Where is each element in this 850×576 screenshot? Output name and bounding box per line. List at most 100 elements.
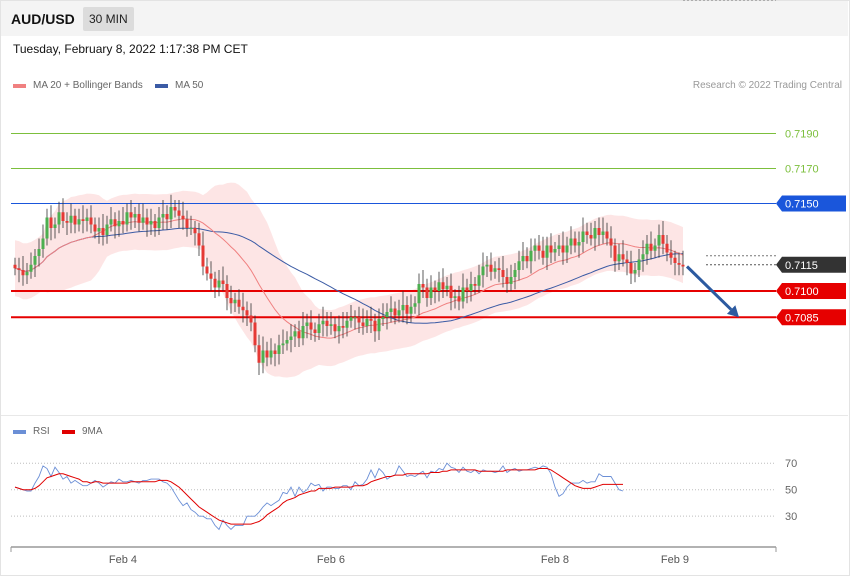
- candle: [649, 231, 653, 260]
- level-tag-bg: [776, 256, 846, 273]
- candle-body: [41, 238, 45, 249]
- candle-body: [549, 245, 553, 253]
- candle: [369, 306, 373, 333]
- candle: [425, 278, 429, 307]
- rsi-panel: 70 50 30: [11, 0, 797, 531]
- candle-body: [69, 215, 73, 223]
- credit-label: Research © 2022 Trading Central: [692, 80, 842, 91]
- candle: [681, 250, 685, 276]
- candle: [21, 256, 25, 286]
- candle: [513, 263, 517, 290]
- level-tag-0.7085: 0.7085: [776, 309, 846, 326]
- candle: [125, 203, 129, 232]
- candle-body: [65, 221, 69, 223]
- candle-body: [277, 345, 281, 354]
- candle: [85, 208, 89, 232]
- candle-body: [93, 224, 97, 232]
- candle: [445, 277, 449, 297]
- candle: [565, 236, 569, 263]
- candle: [37, 238, 41, 267]
- candle: [201, 231, 205, 276]
- rsi-line: [14, 462, 624, 531]
- candle-body: [13, 264, 17, 269]
- candle: [137, 203, 141, 232]
- candle-body: [337, 326, 341, 332]
- candle: [253, 315, 257, 353]
- candle: [673, 250, 677, 276]
- candle: [357, 306, 361, 333]
- candle-body: [253, 322, 257, 346]
- candle-body: [545, 245, 549, 258]
- candle-body: [617, 254, 621, 262]
- candle: [117, 210, 121, 237]
- candle: [129, 200, 133, 230]
- candle-body: [57, 212, 61, 225]
- candle-body: [61, 212, 65, 221]
- candle: [557, 235, 561, 256]
- candle-body: [209, 273, 213, 279]
- candle-body: [101, 228, 105, 235]
- candle-body: [289, 336, 293, 340]
- candle-body: [245, 310, 249, 316]
- datetime-label: Tuesday, February 8, 2022 1:17:38 PM CET: [13, 42, 248, 56]
- candle: [249, 303, 253, 332]
- candle-body: [345, 320, 349, 328]
- candle-body: [605, 231, 609, 239]
- candle-body: [25, 271, 29, 276]
- candle-body: [393, 308, 397, 316]
- candle-body: [465, 287, 469, 291]
- candle-body: [229, 298, 233, 304]
- candle: [41, 224, 45, 258]
- candle-body: [421, 284, 425, 288]
- ma50-swatch: [155, 83, 168, 88]
- candle-body: [193, 228, 197, 234]
- candle: [493, 261, 497, 279]
- candle-body: [653, 245, 657, 251]
- candle-body: [221, 280, 225, 284]
- timeframe-badge[interactable]: 30 MIN: [83, 7, 134, 31]
- candle-body: [437, 282, 441, 291]
- candle: [309, 310, 313, 340]
- candle: [641, 240, 645, 272]
- candle: [301, 312, 305, 346]
- candle: [229, 285, 233, 314]
- candle: [601, 217, 605, 244]
- candle: [561, 231, 565, 265]
- header-bar: [1, 1, 848, 36]
- candle: [193, 221, 197, 246]
- candle: [245, 301, 249, 326]
- candle-body: [485, 264, 489, 267]
- candle: [133, 207, 137, 228]
- x-tick-label: Feb 4: [109, 554, 137, 566]
- candle: [653, 238, 657, 258]
- candle: [613, 238, 617, 272]
- candle: [665, 235, 669, 262]
- candle: [489, 252, 493, 281]
- candle: [633, 263, 637, 283]
- candle-body: [597, 228, 601, 235]
- candle: [609, 226, 613, 258]
- candle-body: [557, 245, 561, 249]
- candle: [421, 270, 425, 298]
- candle: [141, 203, 145, 230]
- candle-body: [309, 322, 313, 330]
- candle-body: [285, 340, 289, 344]
- candle: [593, 221, 597, 251]
- legend-rsi-ma: 9MA: [62, 426, 103, 437]
- candle: [605, 222, 609, 246]
- candle: [361, 308, 365, 335]
- candle: [529, 238, 533, 274]
- candle: [165, 205, 169, 230]
- candle: [365, 310, 369, 333]
- candle: [221, 266, 225, 291]
- candle: [337, 315, 341, 344]
- candle: [257, 334, 261, 375]
- candle-body: [113, 219, 117, 227]
- candle-body: [565, 245, 569, 253]
- candle-body: [225, 284, 229, 298]
- candle-body: [609, 238, 613, 246]
- candle: [549, 233, 553, 263]
- candle-body: [669, 252, 673, 258]
- candle-body: [89, 217, 93, 225]
